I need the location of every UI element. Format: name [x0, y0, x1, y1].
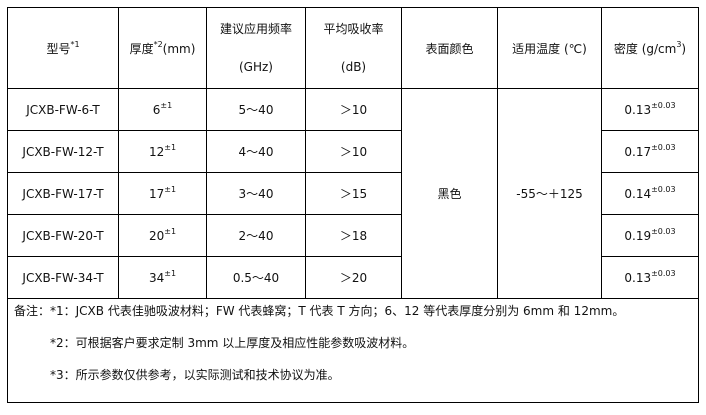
cell-frequency: 4～40: [206, 130, 306, 173]
header-temperature: 适用温度 (℃): [497, 7, 602, 89]
header-model: 型号*1: [7, 7, 119, 89]
cell-frequency: 0.5～40: [206, 256, 306, 299]
note-3: *3：所示参数仅供参考，以实际测试和技术协议为准。: [50, 368, 340, 382]
cell-absorption: ＞10: [305, 130, 402, 173]
cell-thickness: 20±1: [118, 214, 207, 257]
cell-density: 0.14±0.03: [601, 172, 699, 215]
note-2: *2：可根据客户要求定制 3mm 以上厚度及相应性能参数吸波材料。: [50, 336, 415, 350]
cell-temperature: -55～＋125: [497, 88, 602, 299]
note-1: 备注：*1：JCXB 代表佳驰吸波材料；FW 代表蜂窝；T 代表 T 方向；6、…: [14, 304, 625, 318]
cell-absorption: ＞20: [305, 256, 402, 299]
table-row: JCXB-FW-6-T 6±1 5～40 ＞10 黑色 -55～＋125 0.13±…: [7, 88, 699, 299]
cell-density: 0.13±0.03: [601, 256, 699, 299]
cell-absorption: ＞18: [305, 214, 402, 257]
cell-absorption: ＞10: [305, 88, 402, 131]
cell-model: JCXB-FW-34-T: [7, 256, 119, 299]
cell-color: 黑色: [401, 88, 498, 299]
header-row: 型号*1 厚度*2(mm) 建议应用频率 (GHz) 平均吸收率 (dB) 表面颜色…: [7, 7, 699, 89]
header-absorption: 平均吸收率 (dB): [305, 7, 402, 89]
cell-thickness: 34±1: [118, 256, 207, 299]
spec-table: 型号*1 厚度*2(mm) 建议应用频率 (GHz) 平均吸收率 (dB) 表面颜色…: [7, 7, 699, 403]
cell-absorption: ＞15: [305, 172, 402, 215]
cell-model: JCXB-FW-6-T: [7, 88, 119, 131]
cell-density: 0.19±0.03: [601, 214, 699, 257]
cell-model: JCXB-FW-17-T: [7, 172, 119, 215]
header-color: 表面颜色: [401, 7, 498, 89]
header-density: 密度 (g/cm3): [601, 7, 699, 89]
cell-thickness: 12±1: [118, 130, 207, 173]
cell-model: JCXB-FW-20-T: [7, 214, 119, 257]
header-thickness: 厚度*2(mm): [118, 7, 207, 89]
cell-frequency: 3～40: [206, 172, 306, 215]
cell-density: 0.13±0.03: [601, 88, 699, 131]
table-row: JCXB-FW-17-T 17±1 3～40 ＞15 0.14±0.03: [7, 172, 699, 215]
cell-frequency: 2～40: [206, 214, 306, 257]
cell-frequency: 5～40: [206, 88, 306, 131]
cell-thickness: 17±1: [118, 172, 207, 215]
header-frequency: 建议应用频率 (GHz): [206, 7, 306, 89]
cell-thickness: 6±1: [118, 88, 207, 131]
cell-model: JCXB-FW-12-T: [7, 130, 119, 173]
cell-density: 0.17±0.03: [601, 130, 699, 173]
notes: 备注：*1：JCXB 代表佳驰吸波材料；FW 代表蜂窝；T 代表 T 方向；6、…: [7, 298, 699, 403]
table-row: JCXB-FW-12-T 12±1 4～40 ＞10 0.17±0.03: [7, 130, 699, 173]
table-row: JCXB-FW-34-T 34±1 0.5～40 ＞20 0.13±0.03: [7, 256, 699, 299]
